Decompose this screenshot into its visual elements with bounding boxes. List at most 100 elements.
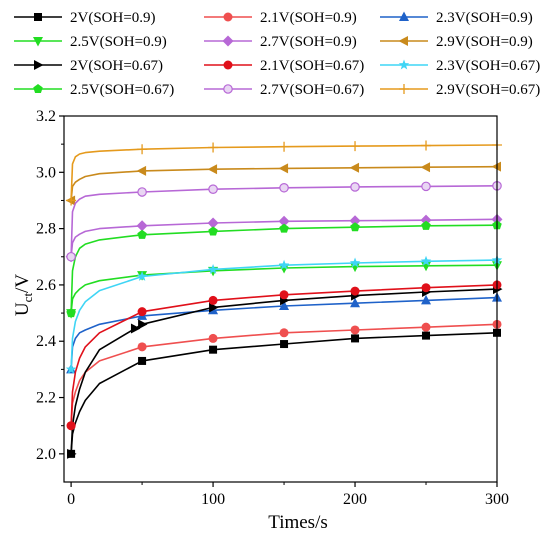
legend-label: 2.5V(SOH=0.9) [70, 34, 167, 50]
data-point [136, 165, 147, 176]
data-point [491, 161, 501, 172]
legend-entry: 2.1V(SOH=0.9) [204, 10, 357, 26]
legend: 2V(SOH=0.9) 2.1V(SOH=0.9) 2.3V(SOH=0.9) 2.5… [14, 10, 540, 98]
data-point [422, 331, 431, 340]
legend-marker [33, 37, 43, 47]
y-tick-label: 2.0 [36, 446, 56, 463]
legend-entry: 2.9V(SOH=0.9) [380, 34, 533, 50]
series-line [70, 288, 498, 454]
y-tick-label: 3.0 [36, 164, 56, 181]
data-point [421, 181, 431, 192]
series-6 [67, 284, 503, 459]
legend-marker [222, 35, 234, 47]
series-11 [66, 139, 502, 206]
data-point [280, 340, 289, 349]
data-point [350, 286, 360, 296]
data-point [350, 325, 360, 335]
data-point [350, 141, 361, 152]
series-line [70, 144, 498, 201]
legend-label: 2.1V(SOH=0.9) [260, 10, 357, 26]
data-point [279, 141, 290, 152]
data-point [207, 217, 219, 229]
series-line [70, 264, 498, 314]
data-point [279, 290, 289, 300]
data-point [421, 220, 431, 230]
legend-marker [34, 60, 44, 70]
series-line [70, 165, 498, 201]
x-tick-label: 300 [485, 491, 509, 508]
legend-entry: 2.7V(SOH=0.67) [204, 82, 364, 98]
legend-label: 2.7V(SOH=0.9) [260, 34, 357, 50]
data-point [209, 302, 219, 313]
legend-entry: 2.9V(SOH=0.67) [380, 82, 540, 98]
data-point [65, 363, 77, 374]
legend-entry: 2.1V(SOH=0.67) [204, 58, 364, 74]
legend-label: 2.5V(SOH=0.67) [70, 82, 174, 98]
data-point [208, 333, 218, 343]
x-tick-label: 100 [201, 491, 225, 508]
data-point [349, 257, 361, 268]
x-axis-label: Times/s [268, 512, 328, 533]
data-point [279, 328, 289, 338]
legend-marker [398, 59, 410, 70]
legend-marker [223, 84, 233, 94]
data-point [137, 229, 147, 239]
series-line [70, 284, 498, 426]
x-tick-label: 200 [343, 491, 367, 508]
data-point [209, 345, 218, 354]
data-point [208, 226, 218, 236]
legend-label: 2.7V(SOH=0.67) [260, 82, 364, 98]
data-point [421, 283, 431, 293]
data-point [349, 215, 361, 227]
series-line [70, 259, 498, 370]
y-axis-label-unit: /V [12, 274, 33, 293]
data-point [66, 308, 76, 318]
y-axis-label-main: U [12, 302, 33, 316]
data-point [278, 215, 290, 227]
series-line [70, 218, 498, 257]
y-axis-label: Uct/V [12, 274, 35, 316]
legend-entry: 2.3V(SOH=0.9) [380, 10, 533, 26]
legend-marker [33, 84, 43, 94]
data-point [350, 297, 361, 308]
legend-entry: 2V(SOH=0.9) [14, 10, 156, 26]
data-point [350, 182, 360, 192]
legend-entry: 2V(SOH=0.67) [14, 58, 163, 74]
data-point [421, 140, 432, 151]
axes: 0 100 200 300 2.0 2.2 2.4 2.6 2.8 3.0 3.2 [36, 108, 509, 508]
series-7 [66, 280, 502, 431]
data-point [278, 163, 289, 174]
data-point [137, 144, 148, 155]
data-point [278, 259, 290, 270]
data-point [420, 255, 432, 266]
data-point [207, 263, 219, 274]
legend-label: 2.9V(SOH=0.9) [436, 34, 533, 50]
data-point [130, 323, 141, 334]
data-point [66, 251, 76, 262]
series-4 [65, 213, 503, 263]
data-point [279, 300, 290, 311]
data-point [279, 223, 289, 233]
data-point [208, 184, 218, 194]
legend-marker [34, 13, 42, 21]
data-point [66, 195, 77, 206]
data-point [138, 319, 148, 330]
data-point [279, 264, 290, 274]
data-point [138, 356, 147, 365]
legend-marker [223, 60, 233, 70]
legend-marker [399, 84, 409, 94]
data-point [351, 334, 360, 343]
data-point [421, 322, 431, 332]
plot-area [65, 139, 503, 459]
legend-entry: 2.7V(SOH=0.9) [204, 34, 357, 50]
legend-label: 2.3V(SOH=0.67) [436, 58, 540, 74]
data-point [67, 448, 77, 459]
data-point [66, 421, 76, 431]
series-8 [65, 254, 503, 374]
data-point [208, 142, 219, 153]
y-axis-label-subscript: ct [20, 293, 35, 303]
series-line [70, 296, 498, 370]
data-point [136, 220, 148, 232]
y-tick-label: 2.4 [36, 333, 56, 350]
